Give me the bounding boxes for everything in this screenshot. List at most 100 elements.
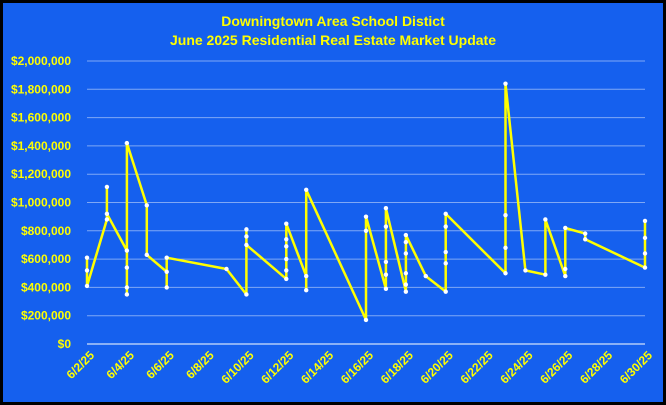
- data-point: [443, 249, 448, 255]
- x-tick-label: 6/18/25: [378, 348, 416, 386]
- data-point: [443, 261, 448, 266]
- y-axis: $0 $200,000 $400,000 $600,000 $800,000 $1,000…: [11, 54, 71, 351]
- data-point: [304, 273, 309, 279]
- data-point: [403, 271, 409, 276]
- series-line: [85, 82, 647, 322]
- data-point: [284, 221, 289, 226]
- data-point: [383, 205, 389, 211]
- y-tick-label: $1,400,000: [11, 139, 71, 153]
- data-point: [304, 187, 309, 192]
- y-tick-label: $200,000: [21, 309, 71, 323]
- x-tick-label: 6/22/25: [457, 348, 495, 386]
- data-point: [104, 217, 110, 222]
- data-point: [563, 273, 568, 279]
- data-point: [583, 231, 588, 236]
- data-point: [503, 271, 508, 276]
- data-point: [583, 237, 588, 242]
- data-point: [164, 269, 169, 275]
- x-tick-label: 6/14/25: [298, 348, 336, 386]
- data-point: [503, 245, 508, 250]
- data-point: [284, 237, 289, 242]
- y-tick-label: $800,000: [21, 224, 71, 238]
- data-point: [124, 292, 130, 297]
- data-point: [284, 256, 289, 262]
- data-point: [523, 268, 528, 273]
- y-tick-label: $1,800,000: [11, 82, 71, 96]
- data-point: [144, 203, 149, 208]
- data-point: [563, 225, 568, 231]
- data-point: [383, 272, 389, 277]
- data-point: [363, 228, 369, 233]
- data-point: [642, 218, 648, 224]
- data-point: [403, 251, 409, 256]
- data-point: [403, 232, 409, 238]
- x-axis: 6/2/25 6/4/25 6/6/25 6/8/25 6/10/25 6/12/25 6/…: [64, 348, 656, 386]
- y-tick-label: $2,000,000: [11, 54, 71, 68]
- data-point: [363, 214, 369, 219]
- data-point: [642, 251, 648, 256]
- data-point: [124, 140, 130, 146]
- data-point: [244, 292, 249, 297]
- data-point: [423, 273, 428, 279]
- y-tick-label: $1,200,000: [11, 167, 71, 181]
- chart-subtitle: June 2025 Residential Real Estate Market…: [169, 32, 497, 48]
- data-point: [642, 235, 648, 241]
- data-point: [124, 265, 130, 270]
- x-tick-label: 6/16/25: [338, 348, 376, 386]
- data-point: [503, 213, 508, 218]
- x-tick-label: 6/2/25: [64, 348, 98, 382]
- data-point: [124, 248, 130, 253]
- data-point: [363, 317, 369, 323]
- data-point: [164, 285, 169, 290]
- data-point: [304, 288, 309, 293]
- data-point: [563, 266, 568, 272]
- data-point: [383, 224, 389, 229]
- y-tick-label: $1,000,000: [11, 196, 71, 210]
- data-point: [403, 282, 409, 287]
- x-tick-label: 6/26/25: [537, 348, 575, 386]
- x-tick-label: 6/12/25: [258, 348, 296, 386]
- data-point: [403, 289, 409, 294]
- data-point: [124, 285, 130, 290]
- price-series: [84, 81, 648, 323]
- data-point: [503, 81, 508, 86]
- data-point: [642, 265, 648, 270]
- data-point: [443, 289, 448, 294]
- data-point: [144, 252, 149, 258]
- data-point: [84, 255, 90, 260]
- data-point: [84, 283, 90, 289]
- data-point: [443, 224, 448, 229]
- data-point: [383, 259, 389, 265]
- data-point: [284, 244, 289, 249]
- data-point: [244, 242, 249, 248]
- y-tick-label: $0: [58, 337, 72, 351]
- x-tick-label: 6/28/25: [577, 348, 615, 386]
- data-point: [244, 234, 249, 239]
- chart-title: Downingtown Area School Distict: [221, 13, 445, 29]
- x-tick-label: 6/8/25: [183, 348, 217, 382]
- x-tick-label: 6/10/25: [218, 348, 256, 386]
- y-tick-label: $1,600,000: [11, 111, 71, 125]
- x-tick-label: 6/24/25: [497, 348, 535, 386]
- data-point: [244, 227, 249, 232]
- x-tick-label: 6/30/25: [617, 348, 655, 386]
- line-chart: $0 $200,000 $400,000 $600,000 $800,000 $1,000…: [11, 54, 656, 386]
- data-point: [543, 272, 548, 277]
- data-point: [543, 217, 548, 222]
- y-tick-label: $600,000: [21, 252, 71, 266]
- x-tick-label: 6/20/25: [418, 348, 456, 386]
- data-point: [443, 211, 448, 217]
- data-point: [224, 266, 229, 272]
- data-point: [164, 255, 169, 260]
- x-tick-label: 6/6/25: [143, 348, 177, 382]
- data-point: [284, 276, 289, 282]
- x-tick-label: 6/4/25: [103, 348, 137, 382]
- data-point: [284, 268, 289, 273]
- data-point: [403, 239, 409, 245]
- y-tick-label: $400,000: [21, 280, 71, 294]
- data-point: [84, 268, 90, 273]
- data-point: [104, 211, 110, 217]
- data-point: [104, 184, 110, 190]
- data-point: [383, 286, 389, 292]
